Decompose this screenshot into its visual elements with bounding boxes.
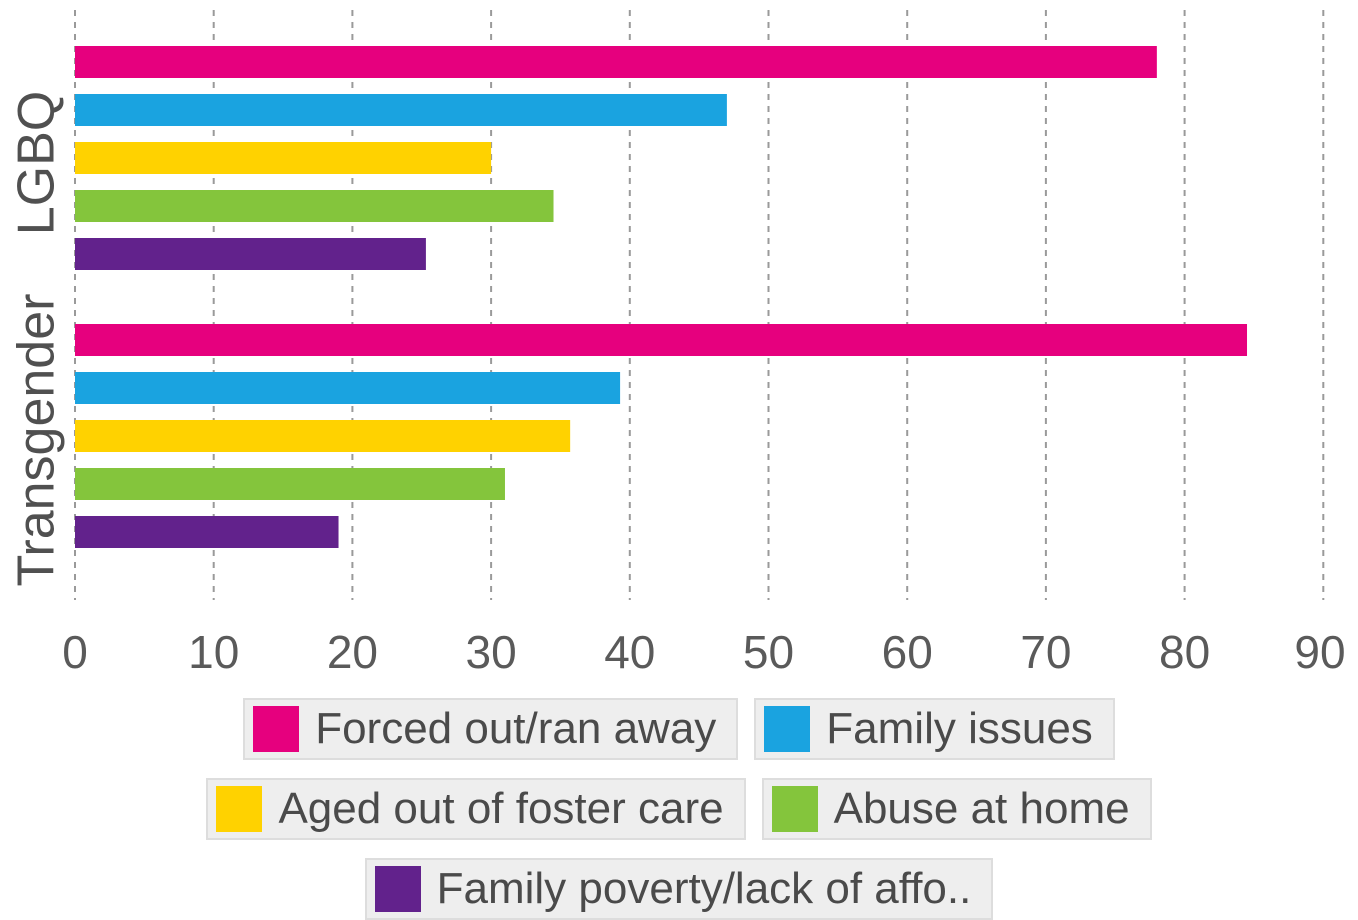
legend-item-abuse-at-home[interactable]: Abuse at home	[761, 778, 1152, 840]
legend-label-family-issues: Family issues	[826, 704, 1093, 753]
x-tick-label-20: 20	[327, 626, 378, 678]
legend-swatch-family-issues	[764, 706, 811, 752]
x-tick-label-40: 40	[604, 626, 655, 678]
x-tick-label-10: 10	[188, 626, 239, 678]
x-tick-label-50: 50	[743, 626, 794, 678]
x-tick-label-70: 70	[1020, 626, 1071, 678]
chart-plot-area: LGBQ Transgender 0 10 20 30 40 50 60 70 80 90	[8, 10, 1346, 678]
legend-swatch-family-poverty	[374, 866, 421, 912]
legend-swatch-abuse-at-home	[771, 786, 818, 832]
bar-lgbq-family-issues[interactable]	[75, 94, 727, 126]
bar-lgbq-forced-out[interactable]	[75, 46, 1157, 78]
legend-label-aged-out: Aged out of foster care	[278, 784, 724, 833]
bar-transgender-forced-out[interactable]	[75, 324, 1248, 356]
legend-swatch-forced-out	[253, 706, 300, 752]
chart-legend: Forced out/ran away Family issues Aged o…	[0, 690, 1358, 920]
bar-transgender-aged-out[interactable]	[75, 420, 571, 452]
x-tick-label-0: 0	[62, 626, 88, 678]
legend-item-aged-out[interactable]: Aged out of foster care	[206, 778, 746, 840]
x-tick-label-30: 30	[466, 626, 517, 678]
bar-transgender-abuse-at-home[interactable]	[75, 468, 505, 500]
legend-item-family-poverty[interactable]: Family poverty/lack of affo..	[364, 858, 994, 920]
group-label-lgbq: LGBQ	[8, 91, 66, 236]
x-tick-label-80: 80	[1159, 626, 1210, 678]
x-tick-label-60: 60	[882, 626, 933, 678]
x-tick-label-90: 90	[1294, 626, 1345, 678]
bar-transgender-family-issues[interactable]	[75, 372, 621, 404]
group-label-transgender: Transgender	[8, 294, 66, 587]
legend-label-family-poverty: Family poverty/lack of affo..	[436, 864, 972, 913]
bar-transgender-family-poverty[interactable]	[75, 516, 339, 548]
bar-lgbq-aged-out[interactable]	[75, 142, 492, 174]
bar-lgbq-abuse-at-home[interactable]	[75, 190, 554, 222]
legend-label-abuse-at-home: Abuse at home	[833, 784, 1130, 833]
bar-lgbq-family-poverty[interactable]	[75, 238, 426, 270]
legend-swatch-aged-out	[216, 786, 263, 832]
legend-label-forced-out: Forced out/ran away	[315, 704, 717, 753]
legend-item-forced-out[interactable]: Forced out/ran away	[243, 698, 739, 760]
legend-item-family-issues[interactable]: Family issues	[754, 698, 1115, 760]
